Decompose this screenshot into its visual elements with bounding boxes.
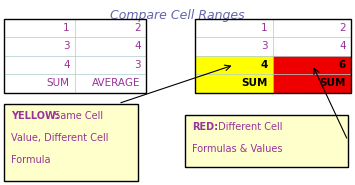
Text: Same Cell: Same Cell — [51, 111, 104, 121]
Text: RED:: RED: — [192, 122, 218, 132]
Bar — [4, 18, 146, 92]
Text: Compare Cell Ranges: Compare Cell Ranges — [110, 9, 245, 22]
Bar — [185, 115, 348, 166]
Bar — [195, 18, 273, 37]
Text: SUM: SUM — [241, 78, 268, 88]
Bar — [273, 74, 351, 92]
Bar — [195, 37, 273, 56]
Bar — [4, 18, 75, 37]
Bar — [4, 56, 75, 74]
Text: 3: 3 — [134, 60, 141, 70]
Text: 1: 1 — [63, 23, 70, 33]
Text: 2: 2 — [134, 23, 141, 33]
Text: 4: 4 — [261, 60, 268, 70]
Bar — [195, 18, 351, 92]
Text: 2: 2 — [339, 23, 346, 33]
Bar — [273, 56, 351, 74]
Bar — [273, 37, 351, 56]
Bar — [195, 74, 273, 92]
Text: 4: 4 — [339, 41, 346, 51]
Text: Different Cell: Different Cell — [215, 122, 282, 132]
Text: Value, Different Cell: Value, Different Cell — [11, 133, 108, 143]
Bar — [4, 37, 75, 56]
Bar — [273, 18, 351, 37]
Text: 6: 6 — [339, 60, 346, 70]
Bar — [75, 18, 146, 37]
Bar — [75, 56, 146, 74]
Bar — [75, 37, 146, 56]
Bar — [4, 104, 138, 181]
Bar — [75, 74, 146, 92]
Text: YELLOW:: YELLOW: — [11, 111, 59, 121]
Text: 1: 1 — [261, 23, 268, 33]
Text: 3: 3 — [63, 41, 70, 51]
Bar — [4, 74, 75, 92]
Bar — [195, 56, 273, 74]
Text: 4: 4 — [63, 60, 70, 70]
Text: SUM: SUM — [47, 78, 70, 88]
Text: 3: 3 — [261, 41, 268, 51]
Text: 4: 4 — [134, 41, 141, 51]
Text: AVERAGE: AVERAGE — [92, 78, 141, 88]
Text: Formula: Formula — [11, 155, 50, 165]
Text: SUM: SUM — [320, 78, 346, 88]
Text: Formulas & Values: Formulas & Values — [192, 144, 282, 154]
